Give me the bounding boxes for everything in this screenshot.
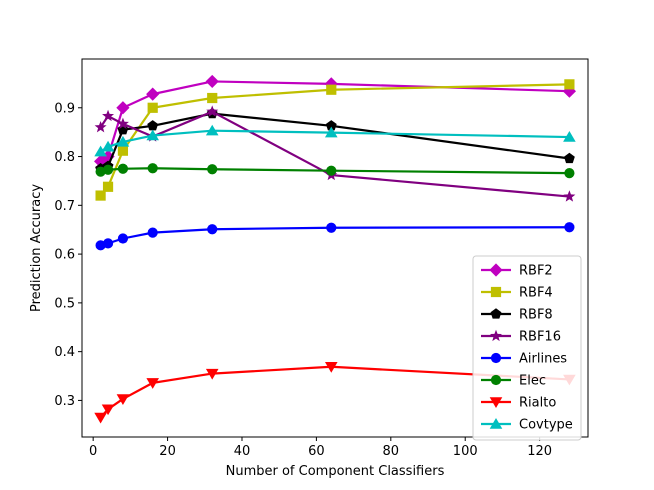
data-point-rbf2 [205, 74, 219, 89]
legend-label: RBF16 [519, 330, 561, 345]
legend-marker-rbf4 [490, 286, 502, 298]
data-point-elec [564, 168, 575, 179]
data-point-rbf8 [563, 152, 575, 164]
data-point-rbf16 [563, 190, 576, 202]
y-tick-label: 0.6 [54, 248, 75, 263]
legend-marker-airlines [490, 352, 502, 364]
data-point-airlines [326, 222, 337, 233]
legend-label: Elec [519, 374, 546, 389]
data-point-rbf16 [116, 117, 129, 129]
data-point-covtype [101, 140, 115, 152]
y-axis-label: Prediction Accuracy [29, 184, 44, 312]
data-point-rialto [116, 394, 130, 405]
x-tick-label: 60 [308, 444, 325, 459]
data-point-airlines [207, 224, 218, 235]
plot-frame [81, 58, 589, 438]
data-point-rbf2 [116, 101, 130, 115]
data-point-airlines [564, 222, 575, 233]
data-point-rbf4 [207, 92, 218, 104]
data-point-rialto [146, 378, 159, 389]
legend: RBF2 RBF4 RBF8 RBF16 Airlines Elec Rialto Covty… [472, 255, 582, 441]
legend-marker-rialto [489, 397, 503, 408]
y-tick-label: 0.5 [54, 296, 75, 311]
legend-label: RBF8 [519, 308, 553, 323]
legend-marker-rbf2 [489, 263, 503, 277]
x-axis-label: Number of Component Classifiers [226, 464, 445, 479]
data-point-airlines [102, 238, 114, 249]
legend-label: Rialto [519, 396, 556, 411]
legend-entry-rbf4: RBF4 [481, 286, 553, 301]
data-point-rbf4 [117, 145, 129, 156]
legend-marker-rbf16 [490, 329, 502, 342]
legend-marker-rbf8 [490, 308, 502, 319]
data-point-elec [102, 164, 114, 175]
legend-marker-covtype [489, 418, 503, 429]
data-point-rialto [324, 362, 338, 373]
data-point-elec [117, 163, 129, 174]
data-point-rbf4 [326, 84, 337, 95]
data-point-rbf4 [564, 79, 575, 90]
plot-area [94, 74, 576, 424]
data-point-rialto [205, 368, 219, 380]
data-point-elec [207, 164, 218, 175]
legend-entry-rialto: Rialto [481, 396, 556, 411]
legend-entry-rbf16: RBF16 [481, 330, 561, 345]
legend-label: Covtype [519, 418, 573, 433]
legend-entry-airlines: Airlines [481, 352, 567, 367]
series-rbf4 [95, 79, 575, 201]
legend-entry-rbf8: RBF8 [481, 308, 553, 323]
series-airlines [95, 222, 575, 251]
axes: 0 20 40 60 80 100 120 0.3 0.4 0.5 0.6 0.7 0.8 0.9 Numb… [29, 58, 589, 479]
data-point-covtype [324, 126, 338, 138]
data-point-rbf16 [206, 105, 219, 117]
series-covtype [94, 124, 576, 157]
data-point-rbf8 [147, 120, 159, 131]
x-tick-label: 120 [527, 444, 552, 459]
x-tick-label: 40 [234, 444, 251, 459]
x-tick-label: 80 [383, 444, 400, 459]
data-point-covtype [563, 131, 576, 142]
y-tick-label: 0.4 [54, 345, 75, 360]
legend-box [472, 255, 582, 441]
data-point-rbf8 [325, 120, 337, 131]
legend-entry-covtype: Covtype [481, 418, 573, 433]
data-point-rialto [94, 412, 107, 424]
data-point-airlines [147, 227, 158, 238]
data-point-elec [147, 163, 158, 174]
legend-entry-rbf2: RBF2 [481, 263, 553, 279]
x-tick-label: 100 [453, 444, 478, 459]
data-point-elec [326, 165, 337, 176]
legend-entry-elec: Elec [481, 374, 546, 389]
data-point-rbf4 [102, 181, 114, 192]
legend-label: Airlines [519, 352, 567, 367]
legend-label: RBF2 [519, 264, 553, 279]
data-point-airlines [117, 233, 129, 244]
legend-label: RBF4 [519, 286, 553, 301]
x-tick-label: 0 [89, 444, 97, 459]
data-point-rbf4 [147, 102, 158, 113]
data-point-rbf16 [102, 109, 115, 122]
data-point-rbf4 [95, 190, 106, 201]
data-point-covtype [116, 135, 130, 147]
y-tick-label: 0.9 [54, 101, 75, 116]
x-tick-label: 20 [159, 444, 176, 459]
y-tick-label: 0.8 [54, 150, 75, 165]
data-point-rbf2 [146, 87, 160, 101]
data-point-covtype [94, 145, 107, 157]
legend-marker-elec [490, 374, 502, 386]
data-point-covtype [146, 129, 159, 141]
data-point-rialto [101, 404, 115, 416]
data-point-covtype [205, 124, 219, 136]
series-elec [95, 163, 575, 179]
y-tick-label: 0.3 [54, 394, 75, 409]
y-tick-label: 0.7 [54, 199, 75, 214]
series-rialto [94, 362, 576, 424]
data-point-rbf16 [94, 120, 107, 133]
